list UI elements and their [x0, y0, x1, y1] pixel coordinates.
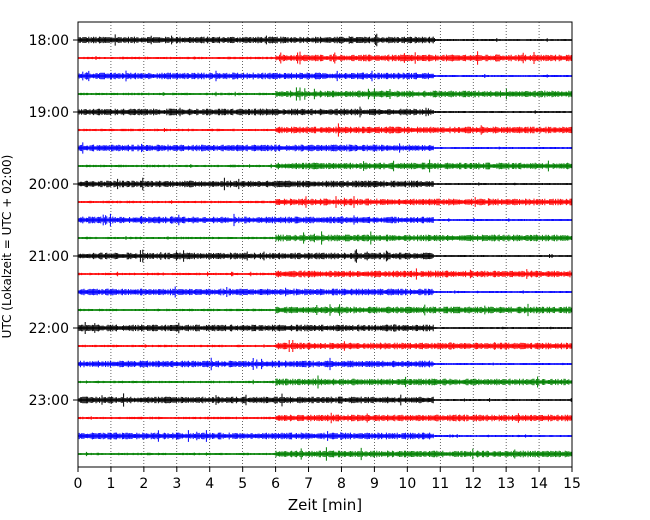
x-tick-label: 9 [370, 476, 379, 492]
y-tick-label: 18:00 [29, 33, 69, 49]
x-tick-label: 14 [530, 476, 548, 492]
x-tick-label: 13 [497, 476, 515, 492]
x-tick-label: 12 [464, 476, 482, 492]
plot-frame [77, 21, 573, 468]
x-tick-label: 4 [205, 476, 214, 492]
vertical-grid [110, 22, 540, 467]
x-tick-label: 3 [172, 476, 181, 492]
x-tick-label: 0 [74, 476, 83, 492]
x-tick-label: 10 [398, 476, 416, 492]
x-tick-label: 1 [106, 476, 115, 492]
y-axis-label: UTC (Lokalzeit = UTC + 02:00) [0, 155, 14, 339]
y-tick-label: 21:00 [29, 249, 69, 265]
y-tick-label: 23:00 [29, 393, 69, 409]
x-tick-label: 7 [304, 476, 313, 492]
x-tick-label: 11 [431, 476, 449, 492]
x-tick-label: 8 [337, 476, 346, 492]
y-tick-label: 22:00 [29, 321, 69, 337]
x-tick-label: 6 [271, 476, 280, 492]
x-axis: 0 1 2 3 4 5 6 7 8 9 10 11 12 13 14 15 [74, 467, 581, 492]
seismic-traces [77, 33, 572, 461]
x-tick-label: 15 [563, 476, 581, 492]
x-axis-label: Zeit [min] [288, 496, 362, 514]
y-tick-label: 20:00 [29, 177, 69, 193]
x-tick-label: 5 [238, 476, 247, 492]
y-axis: 18:00 19:00 20:00 21:00 22:00 23:00 [29, 33, 78, 409]
y-tick-label: 19:00 [29, 105, 69, 121]
x-tick-label: 2 [139, 476, 148, 492]
